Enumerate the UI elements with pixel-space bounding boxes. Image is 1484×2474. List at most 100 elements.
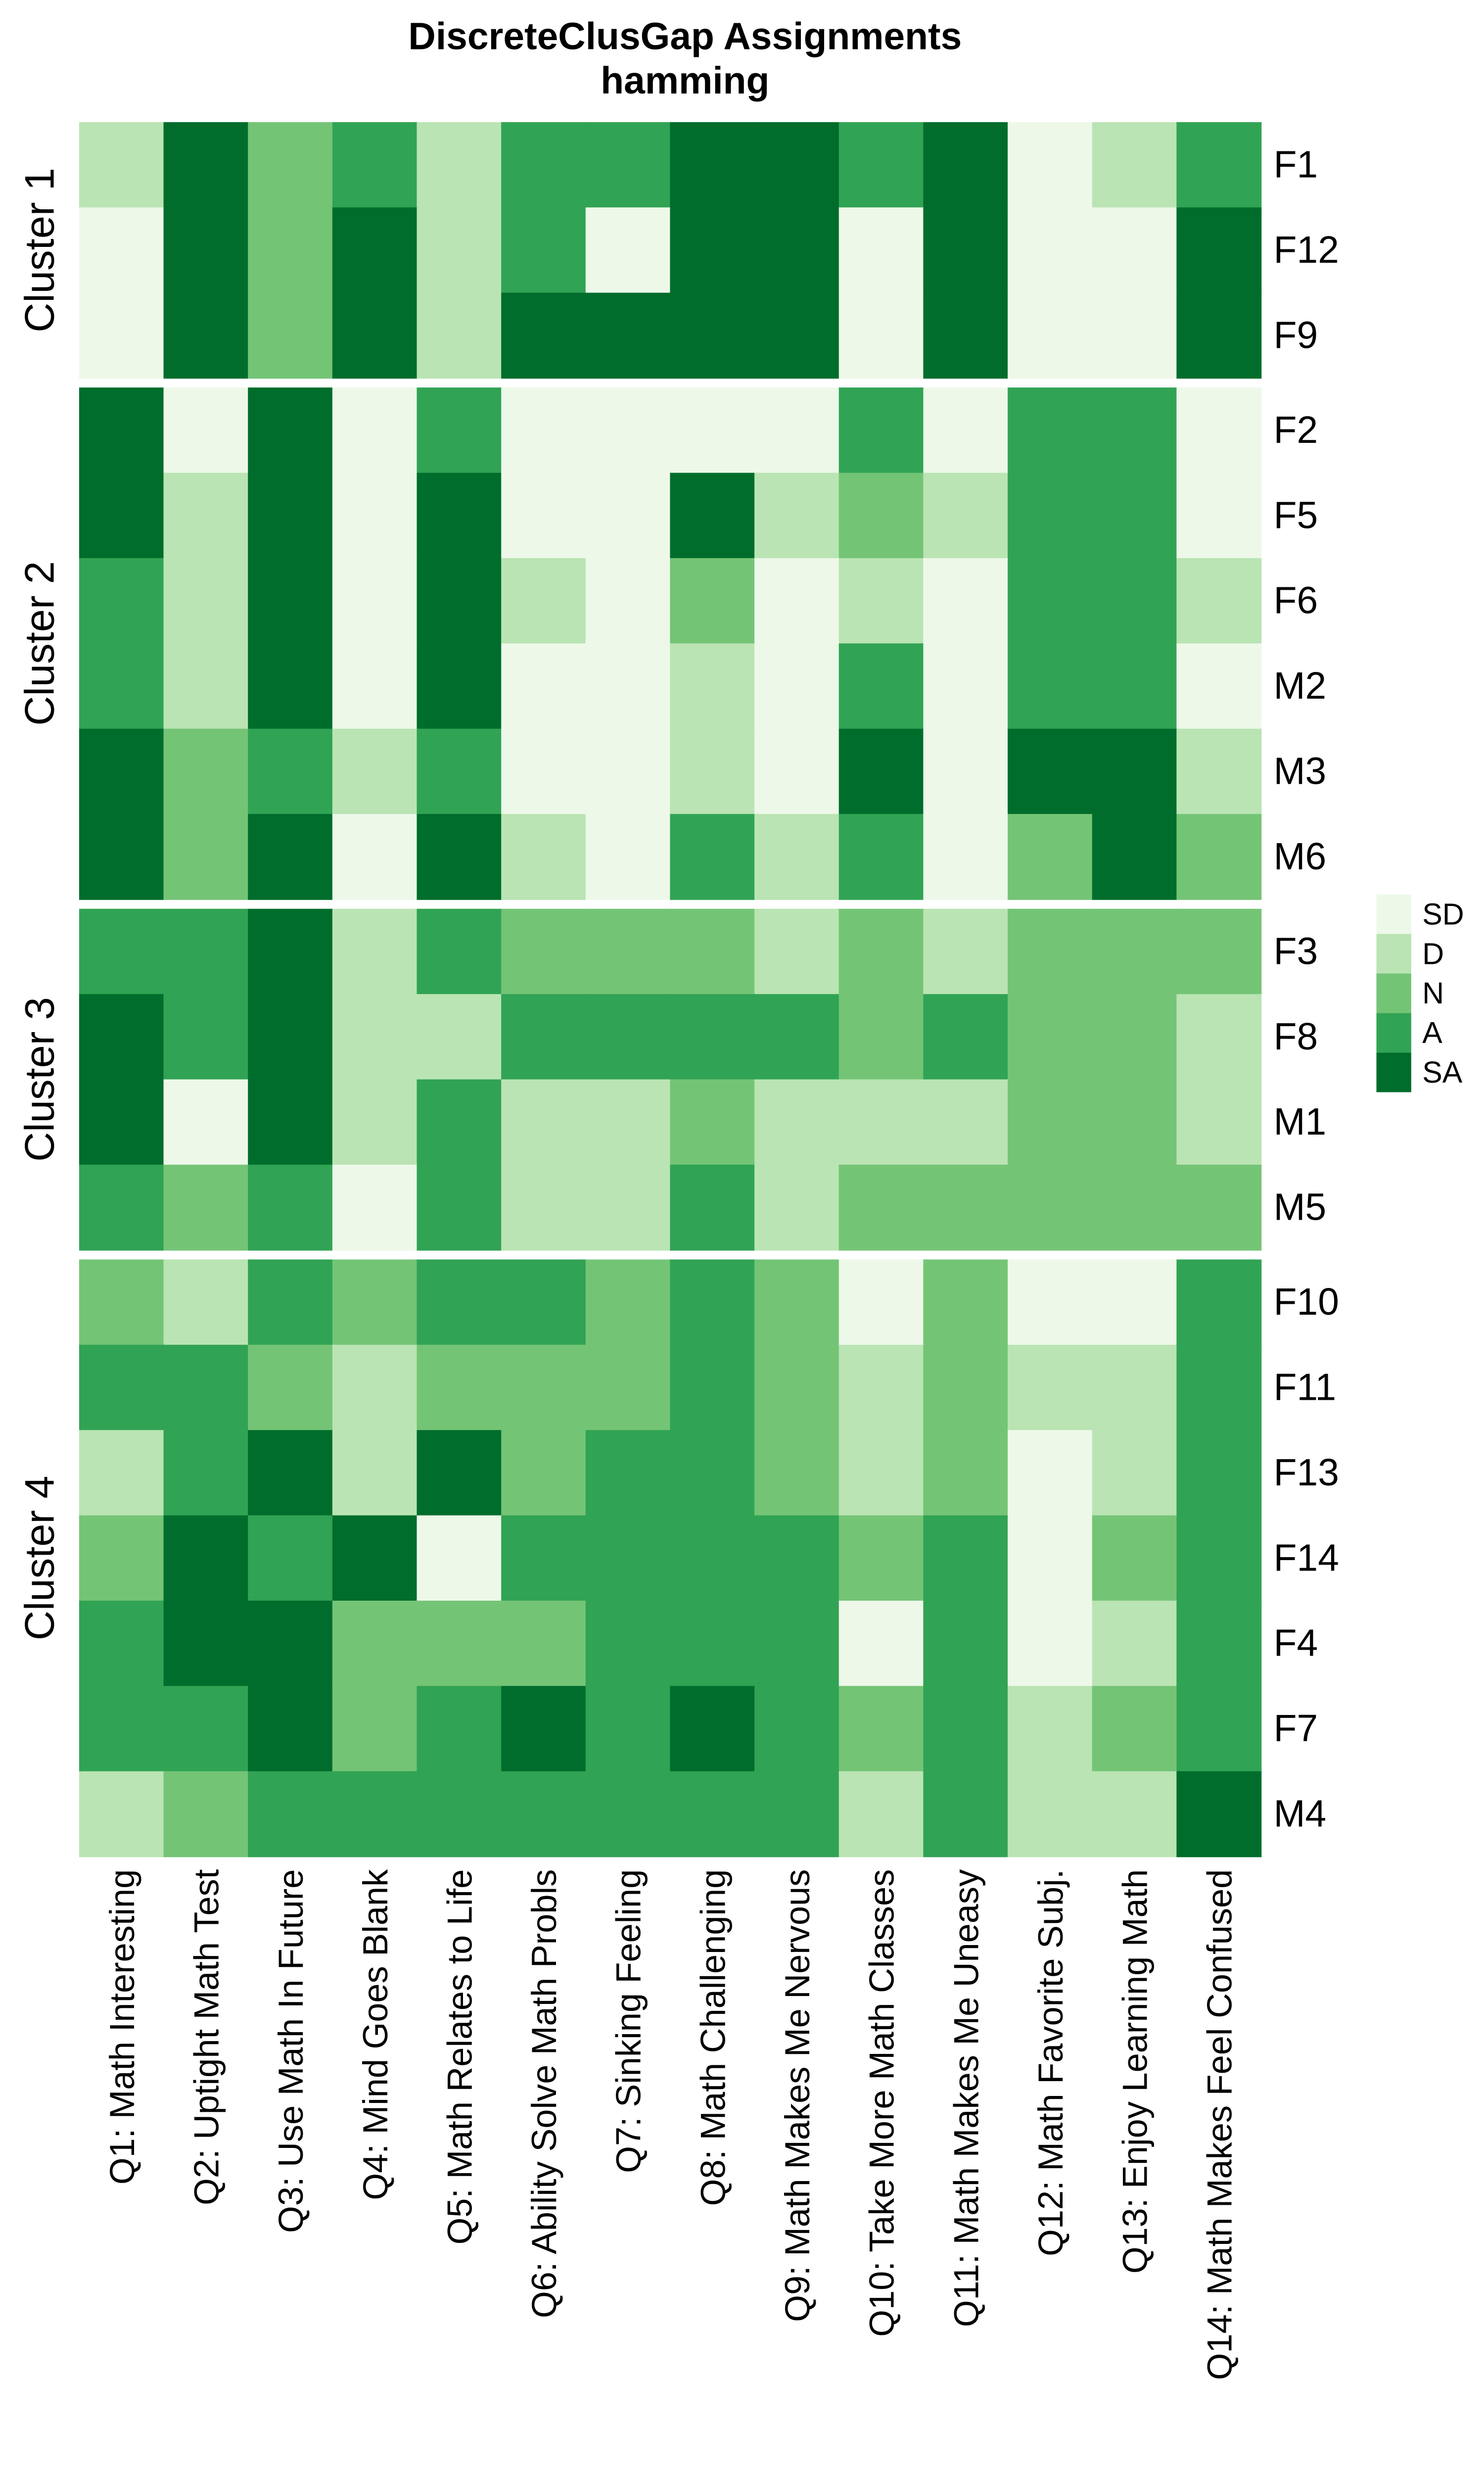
heatmap-cell bbox=[754, 1344, 840, 1431]
heatmap-cell bbox=[1176, 1259, 1262, 1346]
heatmap-cell bbox=[585, 1686, 671, 1772]
heatmap-cell bbox=[754, 814, 840, 900]
heatmap-cell bbox=[248, 1515, 333, 1602]
heatmap-cell bbox=[248, 728, 333, 815]
heatmap-cell bbox=[501, 728, 587, 815]
heatmap-cell bbox=[1176, 994, 1262, 1080]
heatmap-cell bbox=[670, 994, 755, 1080]
heatmap-cell bbox=[1176, 1164, 1262, 1251]
heatmap-cell bbox=[585, 473, 671, 559]
heatmap-cell bbox=[417, 1515, 502, 1602]
heatmap-cell bbox=[501, 292, 587, 379]
column-label: Q7: Sinking Feeling bbox=[609, 1869, 648, 2173]
heatmap-cell bbox=[79, 728, 164, 815]
heatmap-cell bbox=[1008, 207, 1093, 293]
heatmap-cell bbox=[754, 473, 840, 559]
heatmap-cell bbox=[332, 473, 417, 559]
heatmap-cell bbox=[417, 1771, 502, 1857]
heatmap-cell bbox=[79, 122, 164, 208]
heatmap-cell bbox=[754, 1686, 840, 1772]
column-label: Q12: Math Favorite Subj. bbox=[1031, 1869, 1070, 2256]
heatmap-cell bbox=[1008, 1430, 1093, 1516]
heatmap-cell bbox=[501, 207, 587, 293]
cluster-label: Cluster 4 bbox=[17, 1475, 63, 1640]
row-label: F13 bbox=[1274, 1452, 1339, 1494]
heatmap-cell bbox=[923, 122, 1009, 208]
heatmap-cell bbox=[248, 292, 333, 379]
heatmap-cell bbox=[501, 473, 587, 559]
heatmap-cell bbox=[1008, 908, 1093, 995]
heatmap-cell bbox=[1176, 558, 1262, 644]
heatmap-cell bbox=[332, 643, 417, 729]
heatmap-cell bbox=[1008, 473, 1093, 559]
heatmap-cell bbox=[248, 473, 333, 559]
heatmap-cell bbox=[163, 473, 249, 559]
heatmap-cell bbox=[1008, 728, 1093, 815]
heatmap-cell bbox=[670, 1600, 755, 1687]
heatmap-cell bbox=[585, 122, 671, 208]
chart-subtitle: hamming bbox=[601, 60, 769, 102]
heatmap-cell bbox=[79, 387, 164, 474]
heatmap-cell bbox=[1176, 292, 1262, 379]
heatmap-cell bbox=[501, 994, 587, 1080]
heatmap-cell bbox=[585, 908, 671, 995]
heatmap-cell bbox=[79, 994, 164, 1080]
heatmap-cell bbox=[332, 1686, 417, 1772]
heatmap-cell bbox=[838, 1686, 924, 1772]
heatmap-cell bbox=[670, 387, 755, 474]
heatmap-cell bbox=[754, 1079, 840, 1166]
heatmap-cell bbox=[670, 122, 755, 208]
heatmap-cell bbox=[417, 643, 502, 729]
row-label: F9 bbox=[1274, 314, 1318, 356]
heatmap-cell bbox=[585, 814, 671, 900]
heatmap-cell bbox=[1008, 1079, 1093, 1166]
heatmap-cell bbox=[163, 1515, 249, 1602]
heatmap-cell bbox=[501, 1164, 587, 1251]
heatmap-cell bbox=[79, 1259, 164, 1346]
legend-label: A bbox=[1422, 1016, 1442, 1049]
heatmap-cell bbox=[417, 387, 502, 474]
row-label: F11 bbox=[1274, 1367, 1337, 1409]
heatmap-cell bbox=[670, 1430, 755, 1516]
row-label: F7 bbox=[1274, 1708, 1318, 1750]
heatmap-cell bbox=[248, 558, 333, 644]
heatmap-cell bbox=[417, 814, 502, 900]
heatmap-cell bbox=[248, 643, 333, 729]
row-label: F12 bbox=[1274, 229, 1339, 271]
heatmap-cell bbox=[501, 643, 587, 729]
heatmap-cell bbox=[248, 1079, 333, 1166]
heatmap-cell bbox=[163, 207, 249, 293]
heatmap-cell bbox=[1092, 122, 1177, 208]
heatmap-cell bbox=[923, 1164, 1009, 1251]
heatmap-cell bbox=[79, 1430, 164, 1516]
heatmap-cell bbox=[501, 1259, 587, 1346]
heatmap-cell bbox=[417, 122, 502, 208]
column-label: Q13: Enjoy Learning Math bbox=[1115, 1869, 1155, 2274]
heatmap-cell bbox=[417, 994, 502, 1080]
heatmap-cell bbox=[1092, 1344, 1177, 1431]
heatmap-cell bbox=[923, 1686, 1009, 1772]
column-label: Q3: Use Math In Future bbox=[271, 1869, 310, 2233]
heatmap-cell bbox=[923, 1079, 1009, 1166]
heatmap-cell bbox=[1092, 1430, 1177, 1516]
heatmap-cell bbox=[79, 814, 164, 900]
heatmap-cell bbox=[79, 1600, 164, 1687]
heatmap-cell bbox=[585, 1164, 671, 1251]
heatmap-cell bbox=[923, 558, 1009, 644]
row-label: M1 bbox=[1274, 1101, 1327, 1143]
heatmap-cell bbox=[501, 1430, 587, 1516]
heatmap-cell bbox=[670, 558, 755, 644]
column-label: Q4: Mind Goes Blank bbox=[356, 1869, 395, 2200]
heatmap-cell bbox=[417, 1686, 502, 1772]
heatmap-cell bbox=[754, 643, 840, 729]
heatmap-cell bbox=[79, 292, 164, 379]
heatmap-cell bbox=[1008, 643, 1093, 729]
legend-swatch bbox=[1376, 934, 1411, 974]
heatmap-cell bbox=[670, 1079, 755, 1166]
heatmap-cell bbox=[248, 1164, 333, 1251]
row-label: F10 bbox=[1274, 1281, 1339, 1323]
column-label: Q10: Take More Math Classes bbox=[862, 1869, 901, 2337]
heatmap-cell bbox=[585, 1259, 671, 1346]
heatmap-cell bbox=[1176, 728, 1262, 815]
